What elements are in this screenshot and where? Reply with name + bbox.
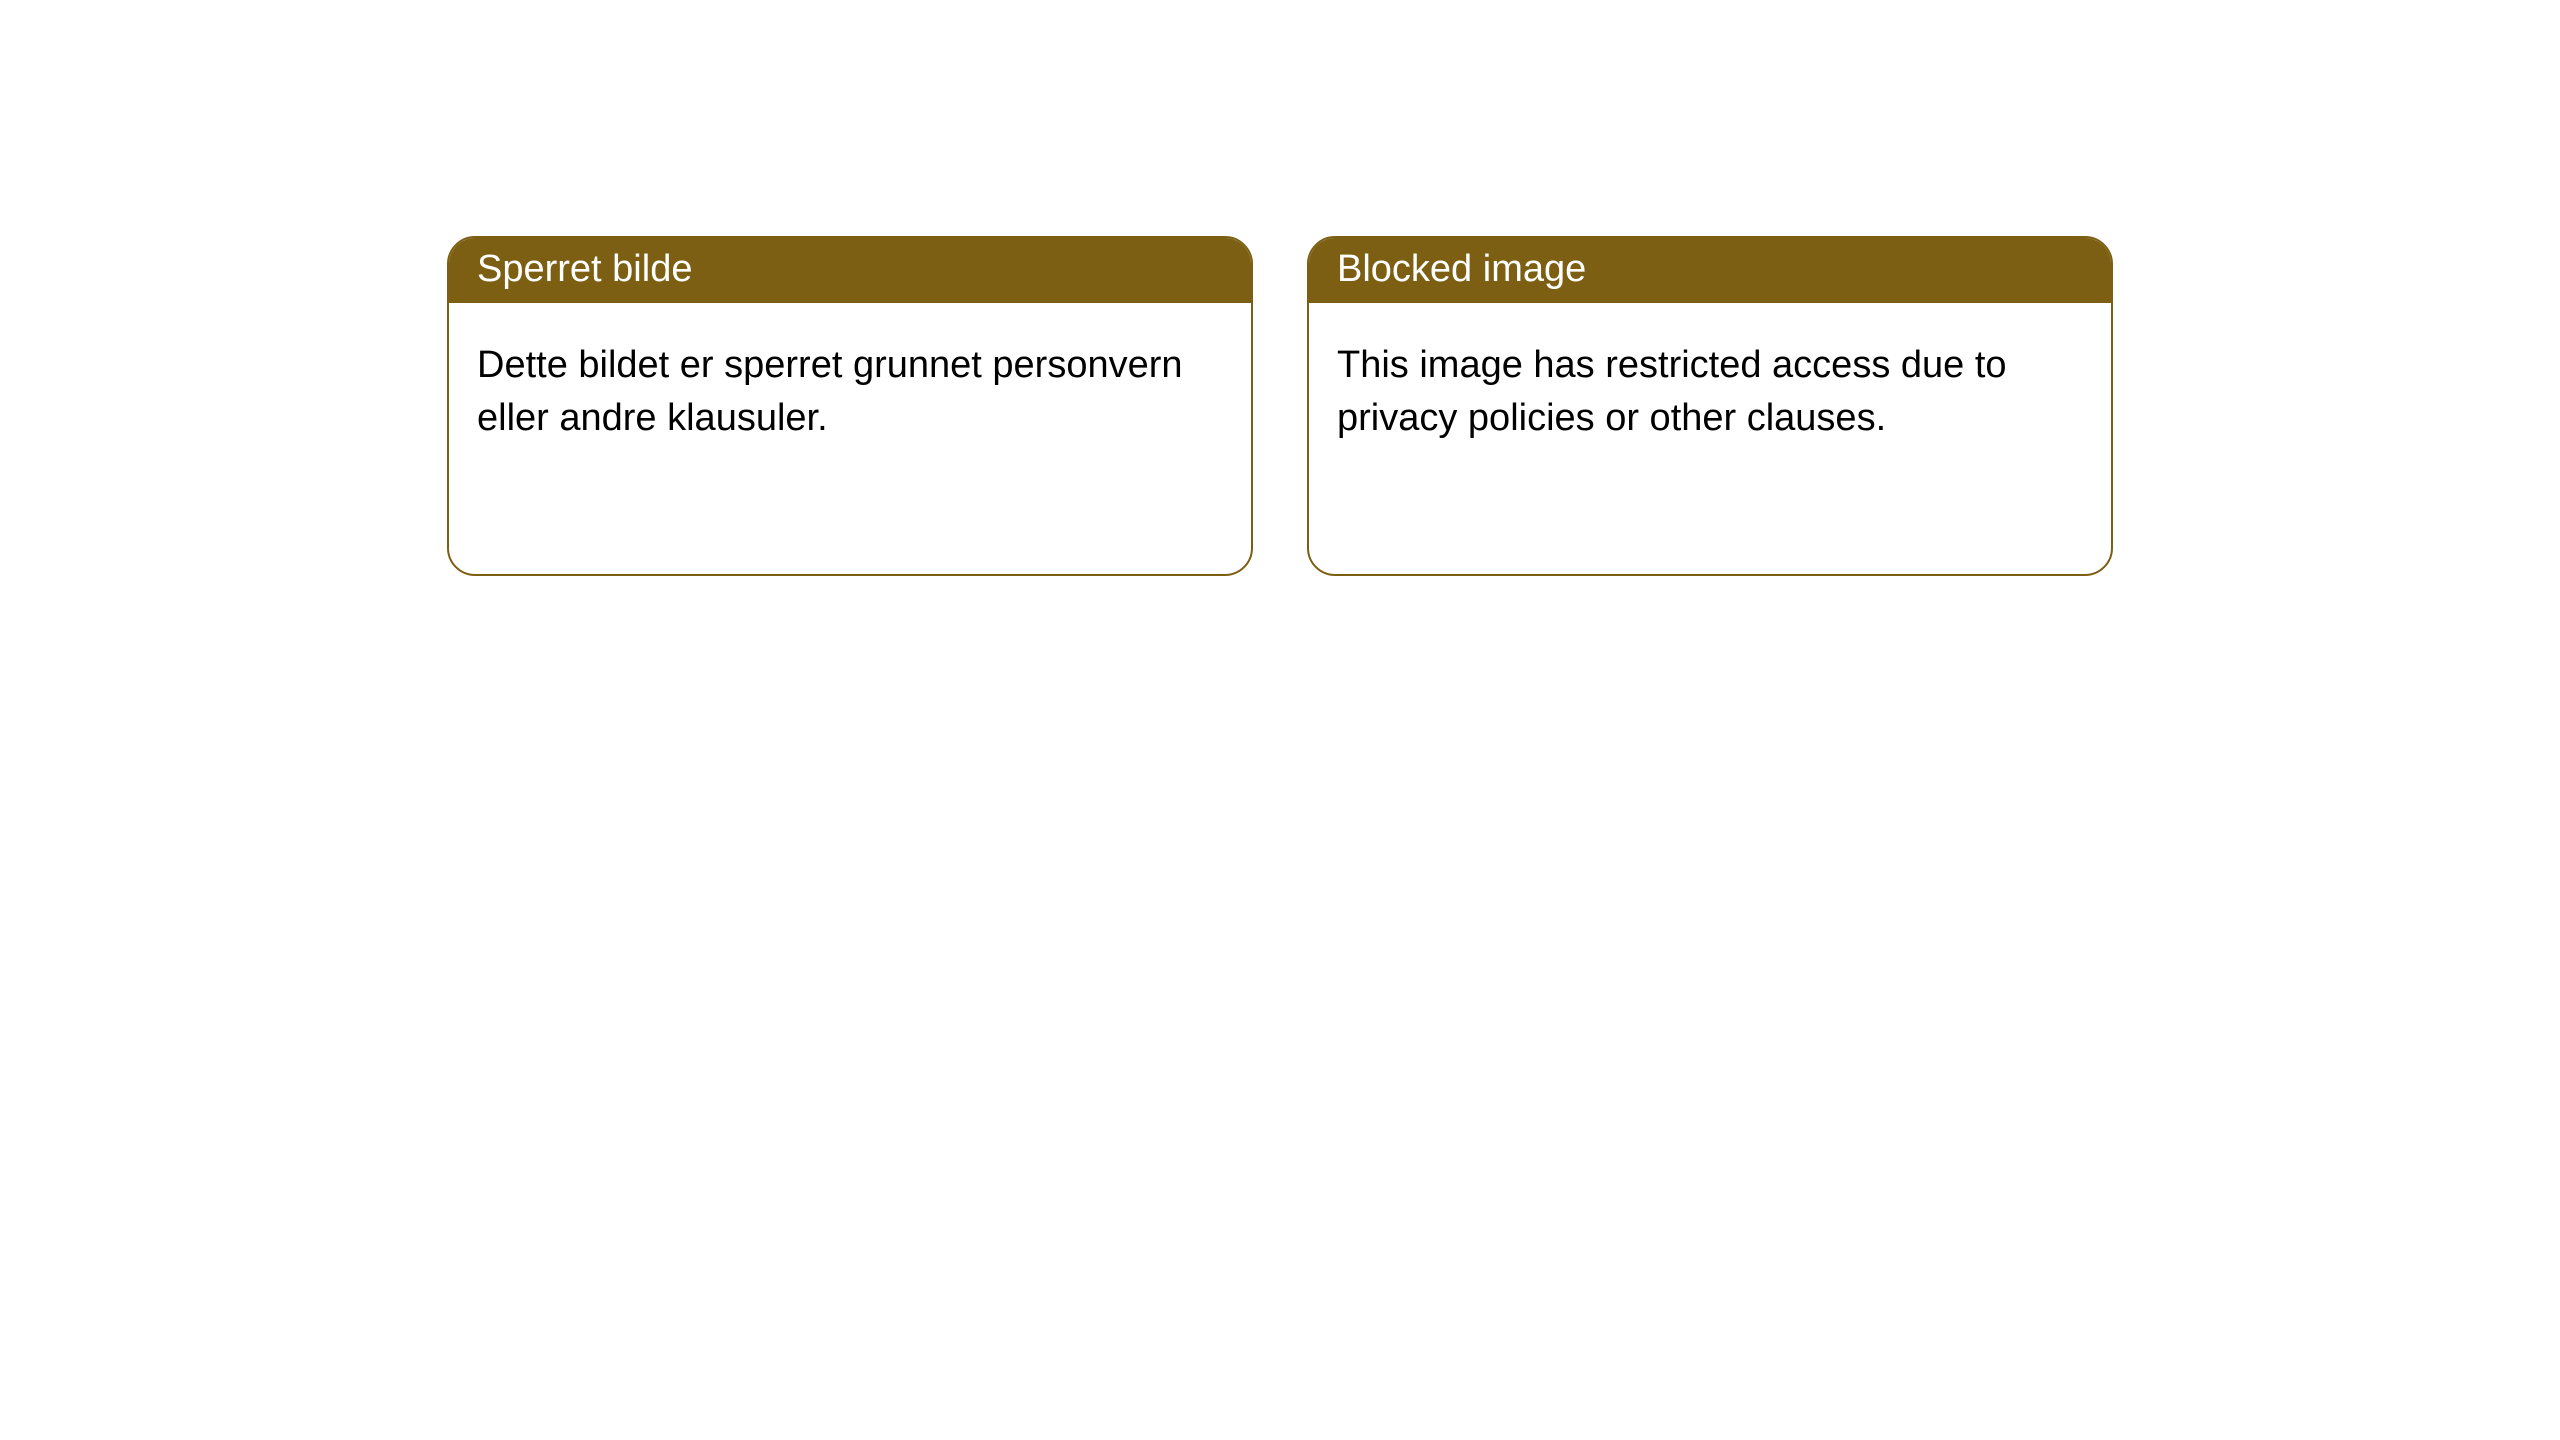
notice-title: Blocked image <box>1337 248 1586 290</box>
notice-card-norwegian: Sperret bilde Dette bildet er sperret gr… <box>447 236 1253 576</box>
notice-card-body: Dette bildet er sperret grunnet personve… <box>449 303 1251 481</box>
notice-card-header: Sperret bilde <box>449 238 1251 303</box>
notice-body-text: Dette bildet er sperret grunnet personve… <box>477 344 1183 439</box>
notice-card-header: Blocked image <box>1309 238 2111 303</box>
notice-body-text: This image has restricted access due to … <box>1337 344 2007 439</box>
notice-card-body: This image has restricted access due to … <box>1309 303 2111 481</box>
notice-title: Sperret bilde <box>477 248 692 290</box>
notice-card-english: Blocked image This image has restricted … <box>1307 236 2113 576</box>
notice-container: Sperret bilde Dette bildet er sperret gr… <box>447 236 2113 576</box>
